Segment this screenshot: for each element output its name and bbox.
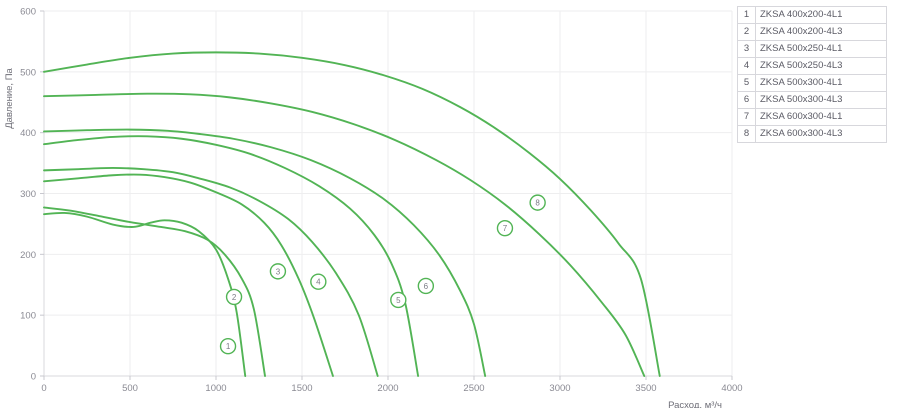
legend-index: 6: [737, 91, 756, 109]
curve-5: [43, 135, 420, 377]
y-tick-label: 100: [20, 311, 36, 322]
legend-row: 3 ZKSA 500x250-4L1: [737, 40, 887, 58]
marker-label: 3: [276, 267, 281, 276]
y-tick-label: 500: [20, 67, 36, 78]
x-tick-label: 2500: [463, 383, 484, 394]
curve-marker-4[interactable]: 4: [310, 273, 327, 290]
marker-label: 2: [232, 293, 237, 302]
legend-label: ZKSA 400x200-4L3: [755, 23, 887, 41]
curve-marker-5[interactable]: 5: [390, 291, 407, 309]
gridlines: [43, 10, 733, 377]
curve-4: [43, 167, 379, 377]
marker-circle: [496, 219, 514, 237]
curve-2: [43, 206, 266, 377]
legend-label: ZKSA 600x300-4L1: [755, 108, 887, 126]
x-axis-title: Расход, м³/ч: [668, 400, 722, 408]
marker-circle: [417, 277, 435, 295]
marker-circle: [225, 288, 243, 306]
legend-label: ZKSA 500x250-4L3: [755, 57, 887, 75]
legend-index: 4: [737, 57, 756, 75]
x-tick-label: 0: [41, 383, 46, 394]
x-tick-label: 1500: [291, 383, 312, 394]
curve-marker-3[interactable]: 3: [269, 263, 287, 280]
marker-label: 4: [316, 278, 321, 287]
legend-index: 5: [737, 74, 756, 92]
legend-index: 8: [737, 125, 756, 143]
curve-7: [43, 92, 646, 377]
marker-circle: [219, 337, 237, 355]
legend-row: 7 ZKSA 600x300-4L1: [737, 108, 887, 126]
legend-index: 1: [737, 6, 756, 24]
curve-marker-6[interactable]: 6: [417, 277, 435, 295]
legend-row: 8 ZKSA 600x300-4L3: [737, 125, 887, 143]
legend-row: 1 ZKSA 400x200-4L1: [737, 6, 887, 24]
legend-row: 5 ZKSA 500x300-4L1: [737, 74, 887, 92]
legend-row: 4 ZKSA 500x250-4L3: [737, 57, 887, 75]
curve-3: [43, 173, 334, 377]
marker-group: 1 2 3 4 5 6 7 8: [219, 194, 546, 355]
x-tick-label: 4000: [721, 383, 742, 394]
marker-label: 6: [424, 282, 429, 291]
x-tick-label: 2000: [377, 383, 398, 394]
curve-marker-1[interactable]: 1: [219, 337, 237, 355]
legend-row: 6 ZKSA 500x300-4L3: [737, 91, 887, 109]
axes: 0 100 200 300 400 500 600 0 500 1000 1500 2000 2500 3…: [20, 7, 742, 395]
marker-circle: [269, 263, 287, 280]
x-tick-label: 3000: [549, 383, 570, 394]
legend-row: 2 ZKSA 400x200-4L3: [737, 23, 887, 41]
x-tick-label: 1000: [205, 383, 226, 394]
x-tick-label: 3500: [635, 383, 656, 394]
legend-label: ZKSA 500x300-4L3: [755, 91, 887, 109]
legend-label: ZKSA 500x300-4L1: [755, 74, 887, 92]
marker-circle: [310, 273, 327, 290]
legend-label: ZKSA 600x300-4L3: [755, 125, 887, 143]
legend-label: ZKSA 500x250-4L1: [755, 40, 887, 58]
marker-circle: [529, 194, 546, 211]
pressure-flow-chart: 0 100 200 300 400 500 600 0 500 1000 1500 2000 2500 3…: [4, 7, 743, 408]
curve-1: [43, 211, 247, 377]
marker-label: 1: [226, 342, 231, 351]
legend-index: 7: [737, 108, 756, 126]
legend-table: 1 ZKSA 400x200-4L1 2 ZKSA 400x200-4L3 3 ZKSA …: [737, 6, 887, 143]
curve-marker-7[interactable]: 7: [496, 219, 514, 237]
y-axis-title: Давление, Па: [4, 67, 15, 128]
marker-circle: [390, 291, 407, 309]
legend-table-wrapper: 1 ZKSA 400x200-4L1 2 ZKSA 400x200-4L3 3 ZKSA …: [737, 6, 892, 143]
y-tick-label: 200: [20, 250, 36, 261]
y-tick-label: 300: [20, 189, 36, 200]
legend-index: 3: [737, 40, 756, 58]
curve-group: [43, 51, 661, 377]
y-tick-label: 600: [20, 7, 36, 18]
x-tick-label: 500: [122, 383, 138, 394]
curve-marker-8[interactable]: 8: [529, 194, 546, 211]
marker-label: 7: [503, 224, 508, 233]
curve-6: [43, 128, 487, 377]
legend-label: ZKSA 400x200-4L1: [755, 6, 887, 24]
curve-marker-2[interactable]: 2: [225, 288, 243, 306]
y-tick-label: 0: [31, 372, 36, 383]
marker-label: 5: [396, 296, 401, 305]
chart-area: 0 100 200 300 400 500 600 0 500 1000 1500 2000 2500 3…: [4, 7, 743, 408]
legend-index: 2: [737, 23, 756, 41]
curve-8: [43, 51, 661, 377]
marker-label: 8: [535, 199, 540, 208]
y-tick-label: 400: [20, 128, 36, 139]
